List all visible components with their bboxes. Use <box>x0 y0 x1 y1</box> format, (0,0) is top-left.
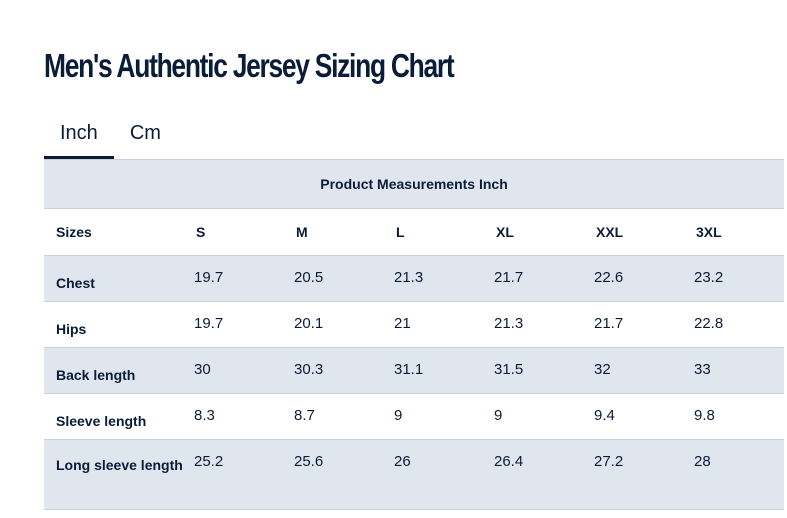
table-cell: 22.6 <box>588 255 688 302</box>
size-header-3xl: 3XL <box>688 208 785 256</box>
table-caption-row: Product Measurements Inch <box>44 160 785 209</box>
table-row-long-sleeve-length: Long sleeve length 25.2 25.6 26 26.4 27.… <box>44 439 785 510</box>
table-cell: 22.8 <box>688 301 785 348</box>
row-label: Sleeve length <box>44 393 188 440</box>
table-cell: 23.2 <box>688 255 785 302</box>
table-cell: 28 <box>688 439 785 510</box>
size-header-l: L <box>388 208 488 256</box>
table-cell: 21.7 <box>488 255 588 302</box>
table-row-chest: Chest 19.7 20.5 21.3 21.7 22.6 23.2 <box>44 255 785 302</box>
row-label: Hips <box>44 301 188 348</box>
table-cell: 30.3 <box>288 347 388 394</box>
table-cell: 8.3 <box>188 393 288 440</box>
table-cell: 9.8 <box>688 393 785 440</box>
table-cell: 21.3 <box>388 255 488 302</box>
table-cell: 21.3 <box>488 301 588 348</box>
size-header-s: S <box>188 208 288 256</box>
table-row-back-length: Back length 30 30.3 31.1 31.5 32 33 <box>44 347 785 394</box>
table-cell: 31.1 <box>388 347 488 394</box>
unit-tabs: Inch Cm <box>44 112 177 159</box>
row-label: Long sleeve length <box>44 439 188 510</box>
table-cell: 20.1 <box>288 301 388 348</box>
tab-cm[interactable]: Cm <box>129 122 161 144</box>
table-cell: 9 <box>388 393 488 440</box>
tabs-divider <box>44 159 784 160</box>
table-cell: 26 <box>388 439 488 510</box>
row-label: Back length <box>44 347 188 394</box>
table-cell: 8.7 <box>288 393 388 440</box>
table-cell: 32 <box>588 347 688 394</box>
row-label: Chest <box>44 255 188 302</box>
table-header-row: Sizes S M L XL XXL 3XL <box>44 208 785 256</box>
table-cell: 20.5 <box>288 255 388 302</box>
size-chart-table: Product Measurements Inch Sizes S M L XL… <box>44 160 785 510</box>
table-cell: 19.7 <box>188 301 288 348</box>
page-title: Men's Authentic Jersey Sizing Chart <box>44 47 455 84</box>
size-header-xl: XL <box>488 208 588 256</box>
table-cell: 21.7 <box>588 301 688 348</box>
table-cell: 27.2 <box>588 439 688 510</box>
table-cell: 9 <box>488 393 588 440</box>
table-cell: 9.4 <box>588 393 688 440</box>
table-cell: 31.5 <box>488 347 588 394</box>
table-cell: 30 <box>188 347 288 394</box>
table-cell: 21 <box>388 301 488 348</box>
table-cell: 33 <box>688 347 785 394</box>
table-cell: 25.2 <box>188 439 288 510</box>
size-header-xxl: XXL <box>588 208 688 256</box>
table-caption: Product Measurements Inch <box>44 160 785 209</box>
table-cell: 19.7 <box>188 255 288 302</box>
table-cell: 26.4 <box>488 439 588 510</box>
sizes-header: Sizes <box>44 208 188 256</box>
table-row-hips: Hips 19.7 20.1 21 21.3 21.7 22.8 <box>44 301 785 348</box>
table-cell: 25.6 <box>288 439 388 510</box>
table-row-sleeve-length: Sleeve length 8.3 8.7 9 9 9.4 9.8 <box>44 393 785 440</box>
size-header-m: M <box>288 208 388 256</box>
tab-inch[interactable]: Inch <box>44 112 114 159</box>
